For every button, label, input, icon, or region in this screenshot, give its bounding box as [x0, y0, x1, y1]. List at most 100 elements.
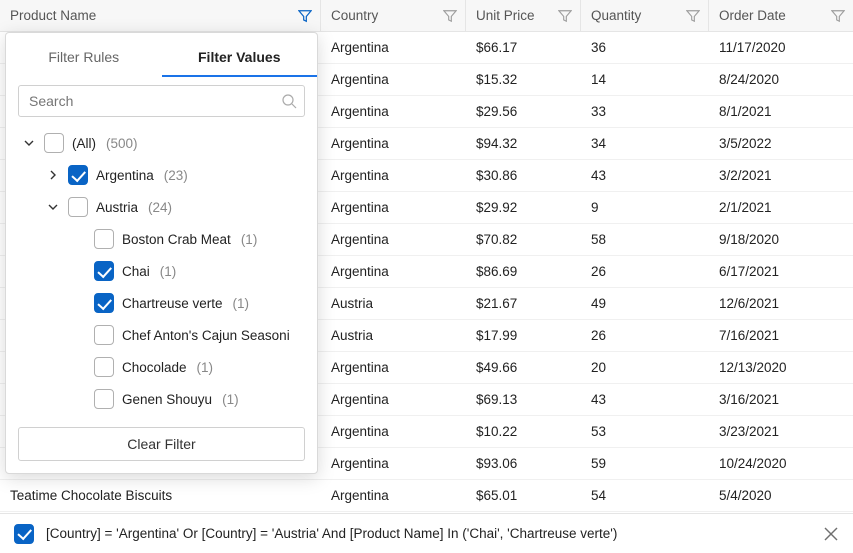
cell-price: $29.56 [466, 104, 581, 119]
cell-price: $17.99 [466, 328, 581, 343]
tree-label: Chocolade [122, 360, 187, 375]
cell-qty: 53 [581, 424, 709, 439]
footer-expression: [Country] = 'Argentina' Or [Country] = '… [46, 526, 617, 541]
cell-country: Argentina [321, 104, 466, 119]
cell-qty: 36 [581, 40, 709, 55]
filter-icon[interactable] [443, 9, 457, 23]
cell-country: Argentina [321, 456, 466, 471]
tree-checkbox[interactable] [94, 229, 114, 249]
filter-tabs: Filter Rules Filter Values [6, 33, 317, 77]
filter-icon[interactable] [831, 9, 845, 23]
filter-tree: (All) (500)Argentina (23)Austria (24)Bos… [6, 123, 317, 419]
tree-checkbox[interactable] [94, 389, 114, 409]
search-icon [281, 93, 297, 109]
tree-count: (24) [148, 200, 172, 215]
search-input[interactable] [18, 85, 305, 117]
cell-price: $29.92 [466, 200, 581, 215]
cell-country: Argentina [321, 40, 466, 55]
cell-qty: 20 [581, 360, 709, 375]
tree-checkbox[interactable] [94, 357, 114, 377]
cell-price: $21.67 [466, 296, 581, 311]
tree-checkbox[interactable] [94, 261, 114, 281]
tree-checkbox[interactable] [94, 293, 114, 313]
table-row[interactable]: Teatime Chocolate BiscuitsArgentina$65.0… [0, 480, 853, 512]
cell-price: $70.82 [466, 232, 581, 247]
tree-item[interactable]: Chai (1) [16, 255, 311, 287]
header-price[interactable]: Unit Price [466, 0, 581, 31]
cell-price: $10.22 [466, 424, 581, 439]
tab-filter-values[interactable]: Filter Values [162, 41, 318, 77]
tree-checkbox[interactable] [68, 165, 88, 185]
tree-item[interactable]: Genen Shouyu (1) [16, 383, 311, 415]
clear-filter-button[interactable]: Clear Filter [18, 427, 305, 461]
cell-date: 11/17/2020 [709, 40, 853, 55]
cell-qty: 14 [581, 72, 709, 87]
filter-footer: [Country] = 'Argentina' Or [Country] = '… [0, 513, 853, 553]
tab-filter-rules[interactable]: Filter Rules [6, 41, 162, 77]
tree-item[interactable]: Chartreuse verte (1) [16, 287, 311, 319]
tree-checkbox[interactable] [44, 133, 64, 153]
cell-price: $94.32 [466, 136, 581, 151]
header-country[interactable]: Country [321, 0, 466, 31]
cell-price: $15.32 [466, 72, 581, 87]
tree-count: (500) [106, 136, 138, 151]
chevron-down-icon[interactable] [22, 136, 36, 150]
filter-icon[interactable] [686, 9, 700, 23]
header-date[interactable]: Order Date [709, 0, 853, 31]
filter-icon[interactable] [298, 9, 312, 23]
cell-qty: 33 [581, 104, 709, 119]
tree-item[interactable]: Boston Crab Meat (1) [16, 223, 311, 255]
cell-country: Argentina [321, 136, 466, 151]
cell-qty: 26 [581, 328, 709, 343]
cell-country: Argentina [321, 200, 466, 215]
cell-price: $93.06 [466, 456, 581, 471]
cell-country: Argentina [321, 488, 466, 503]
cell-date: 2/1/2021 [709, 200, 853, 215]
tree-item[interactable]: (All) (500) [16, 127, 311, 159]
tree-count: (1) [233, 296, 250, 311]
tree-item[interactable]: Chef Anton's Cajun Seasoni [16, 319, 311, 351]
header-label: Order Date [719, 8, 786, 23]
cell-country: Argentina [321, 232, 466, 247]
tree-item[interactable]: Austria (24) [16, 191, 311, 223]
filter-dropdown: Filter Rules Filter Values (All) (500)Ar… [5, 32, 318, 474]
cell-country: Argentina [321, 72, 466, 87]
chevron-down-icon[interactable] [46, 200, 60, 214]
chevron-right-icon[interactable] [46, 168, 60, 182]
cell-date: 3/2/2021 [709, 168, 853, 183]
tree-label: Austria [96, 200, 138, 215]
header-label: Quantity [591, 8, 641, 23]
cell-date: 8/24/2020 [709, 72, 853, 87]
grid-header: Product Name Country Unit Price Quantity… [0, 0, 853, 32]
cell-qty: 26 [581, 264, 709, 279]
tree-checkbox[interactable] [94, 325, 114, 345]
cell-qty: 43 [581, 392, 709, 407]
cell-price: $66.17 [466, 40, 581, 55]
tree-item[interactable]: Argentina (23) [16, 159, 311, 191]
cell-price: $86.69 [466, 264, 581, 279]
cell-qty: 34 [581, 136, 709, 151]
cell-date: 8/1/2021 [709, 104, 853, 119]
close-icon[interactable] [823, 526, 839, 542]
header-product[interactable]: Product Name [0, 0, 321, 31]
cell-country: Argentina [321, 168, 466, 183]
cell-date: 12/13/2020 [709, 360, 853, 375]
cell-date: 9/18/2020 [709, 232, 853, 247]
tree-label: Boston Crab Meat [122, 232, 231, 247]
tree-count: (1) [160, 264, 177, 279]
header-qty[interactable]: Quantity [581, 0, 709, 31]
footer-checkbox[interactable] [14, 524, 34, 544]
tree-checkbox[interactable] [68, 197, 88, 217]
search-box [18, 85, 305, 117]
cell-date: 3/5/2022 [709, 136, 853, 151]
cell-qty: 9 [581, 200, 709, 215]
cell-country: Austria [321, 328, 466, 343]
tree-label: Chai [122, 264, 150, 279]
cell-qty: 58 [581, 232, 709, 247]
filter-icon[interactable] [558, 9, 572, 23]
tree-item[interactable]: Chocolade (1) [16, 351, 311, 383]
cell-date: 7/16/2021 [709, 328, 853, 343]
header-label: Product Name [10, 8, 96, 23]
cell-price: $69.13 [466, 392, 581, 407]
cell-date: 5/4/2020 [709, 488, 853, 503]
